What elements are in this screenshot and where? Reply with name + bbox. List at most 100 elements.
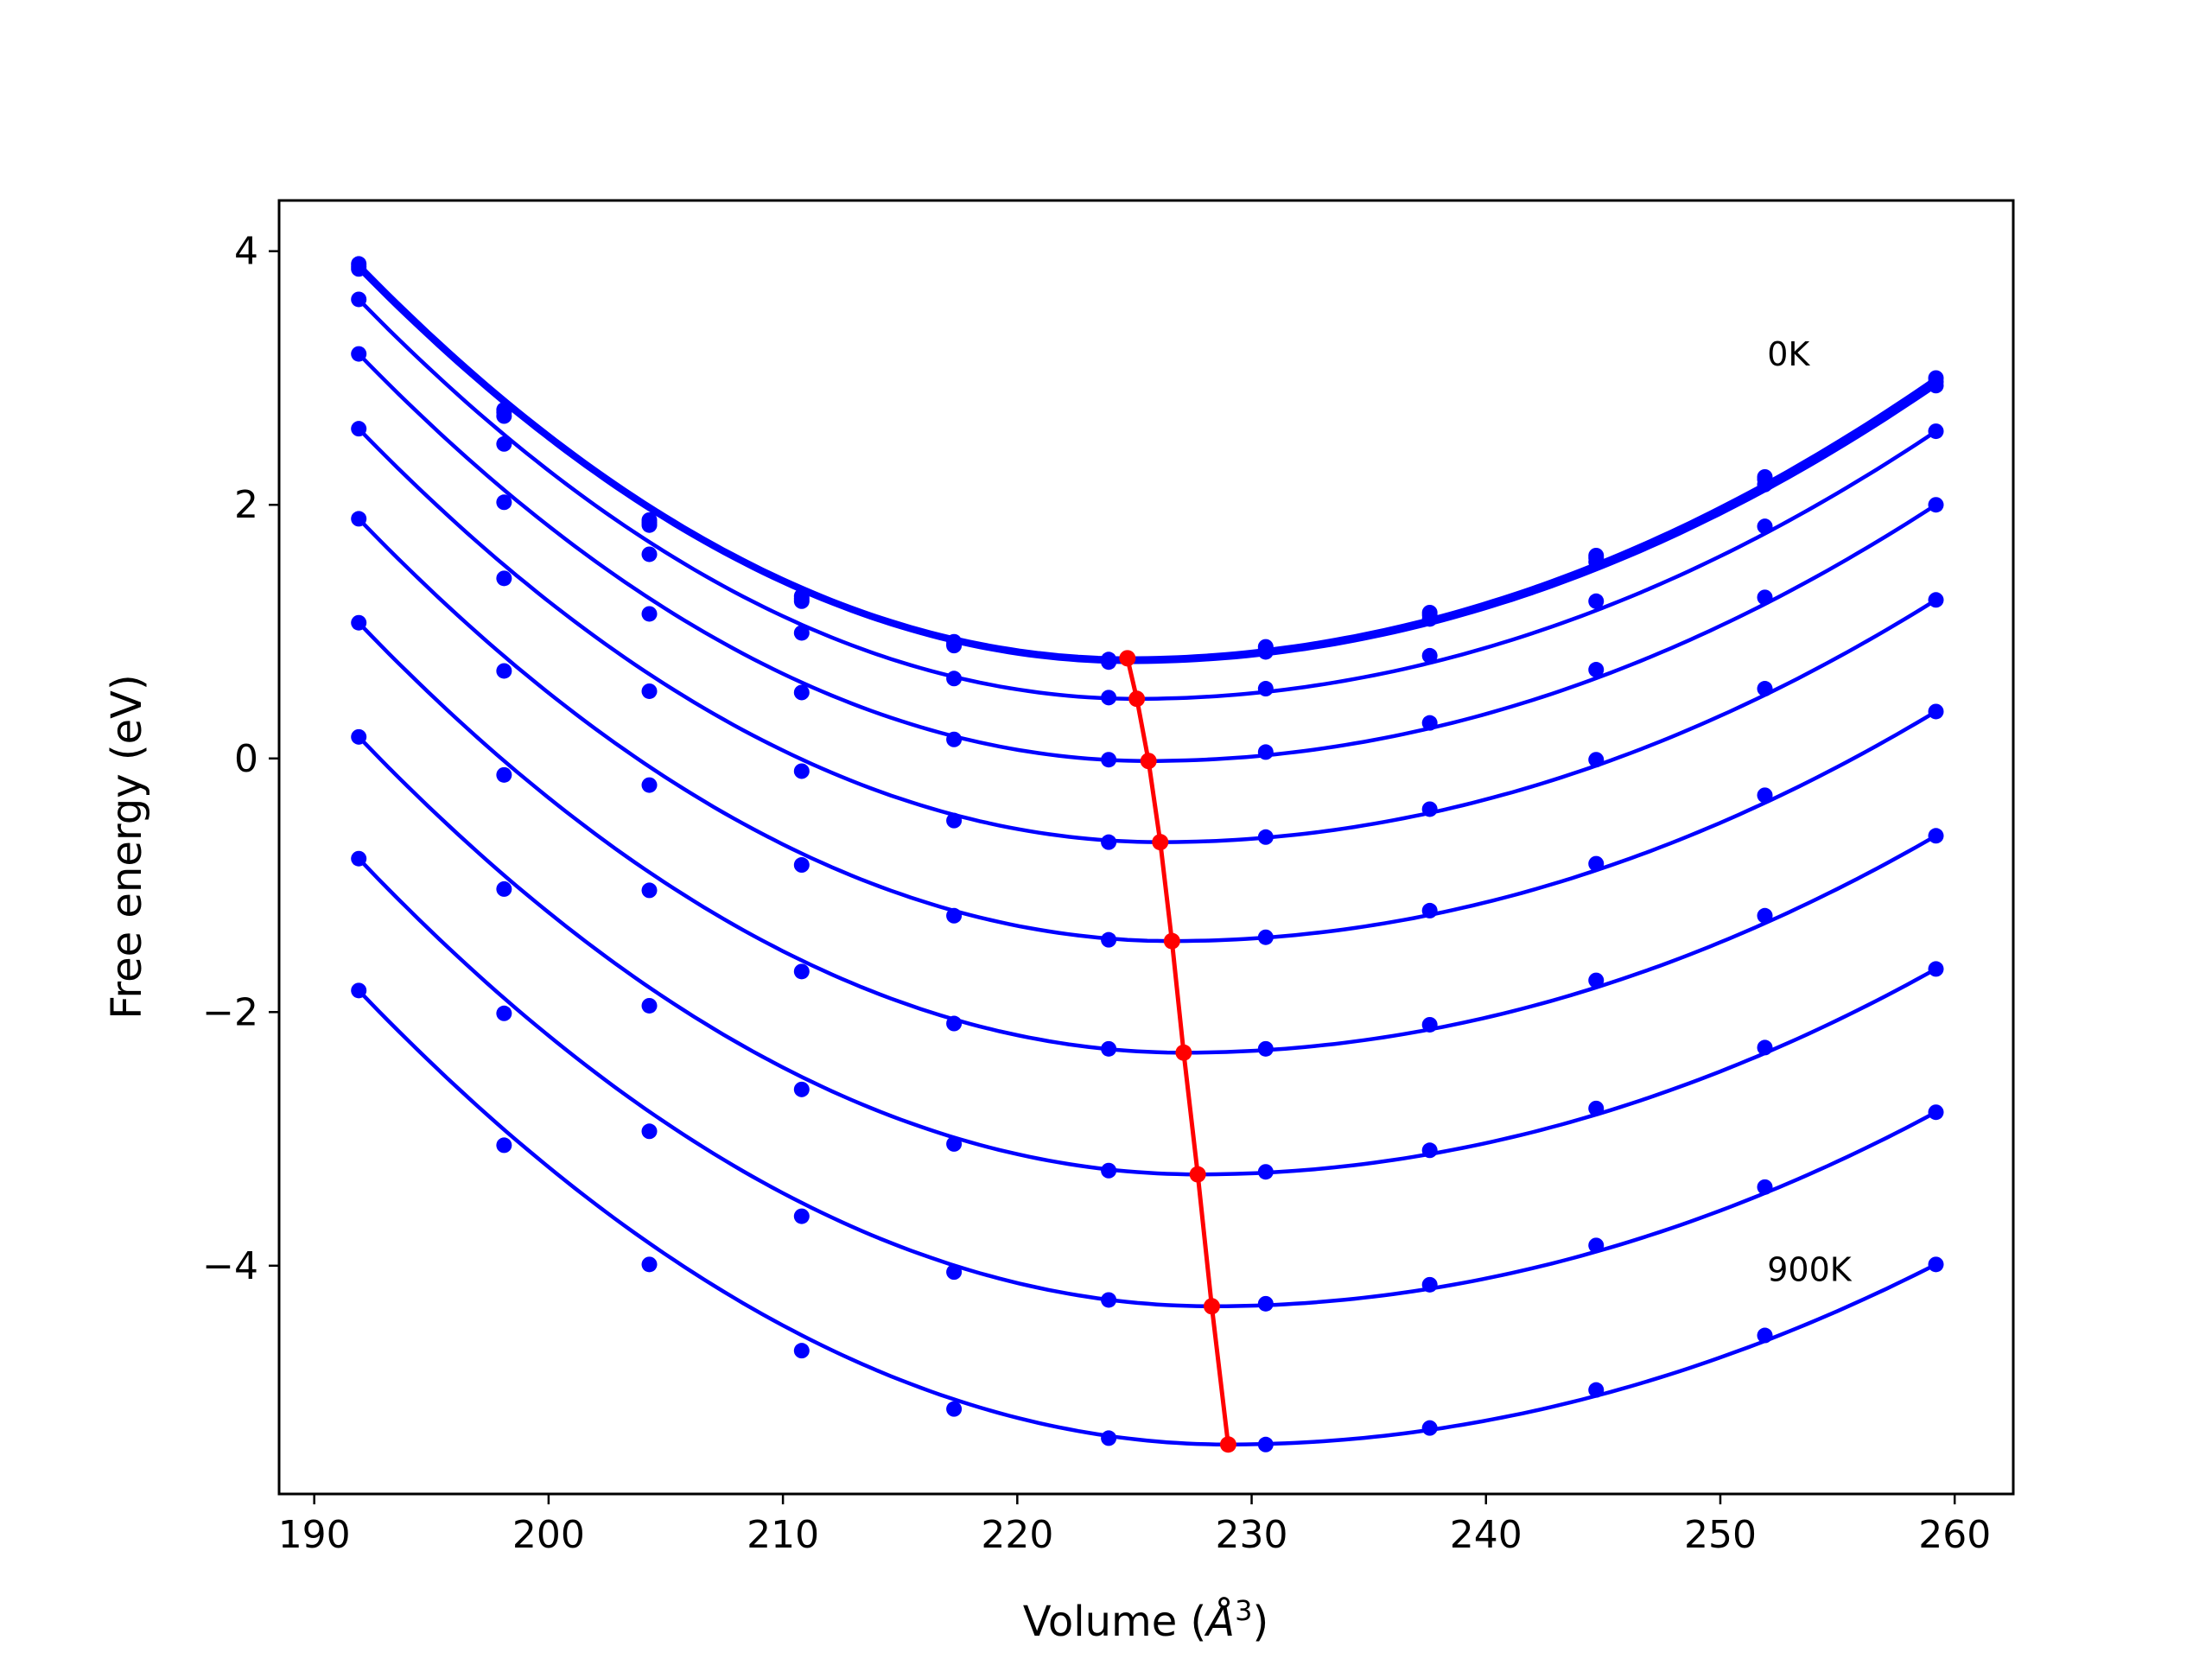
series-5-point: [946, 812, 963, 829]
series-5-point: [1588, 752, 1605, 768]
x-tick-label: 250: [1684, 1513, 1757, 1557]
series-5-point: [1928, 592, 1944, 608]
x-tick-label: 230: [1216, 1513, 1288, 1557]
series-8-point: [351, 728, 367, 745]
y-tick-label: 4: [234, 230, 258, 274]
series-10-point: [1257, 1436, 1274, 1452]
x-axis: 190 200 210 220 230 240 250 260: [278, 1494, 1991, 1557]
series-9-point: [793, 1208, 810, 1224]
series-2-point: [1928, 378, 1944, 394]
annotation-label: 900K: [1767, 1250, 1853, 1288]
series-7-point: [946, 1015, 963, 1032]
series-4-point: [946, 731, 963, 747]
equilibrium-point: [1163, 932, 1180, 950]
series-7-point: [351, 614, 367, 631]
series-6-point: [1588, 855, 1605, 872]
series-6-point: [641, 777, 658, 793]
series-3-point: [793, 625, 810, 641]
x-axis-label: Volume (Å3): [1023, 1594, 1268, 1646]
series-4-point: [496, 494, 512, 511]
x-tick-label: 260: [1918, 1513, 1991, 1557]
series-2-point: [1257, 644, 1274, 660]
series-10-point: [496, 1137, 512, 1154]
series-line-9: [357, 857, 1937, 1309]
series-2-point: [946, 638, 963, 654]
x-tick-label: 190: [278, 1513, 351, 1557]
series-3-point: [1757, 518, 1773, 535]
series-10-point: [793, 1343, 810, 1359]
plot-area: [351, 256, 1944, 1453]
series-2-point: [1588, 554, 1605, 570]
series-9-point: [1101, 1292, 1117, 1308]
series-2-point: [1101, 654, 1117, 671]
series-4-point: [793, 684, 810, 701]
series-7-point: [496, 766, 512, 783]
series-8-point: [946, 1135, 963, 1152]
series-5-point: [1101, 834, 1117, 850]
series-2-point: [351, 261, 367, 277]
series-3-point: [946, 671, 963, 687]
series-10-point: [351, 982, 367, 999]
series-5-point: [496, 570, 512, 587]
series-line-2: [357, 267, 1937, 664]
series-7-point: [1421, 1016, 1438, 1033]
series-line-3: [357, 297, 1937, 702]
series-3-point: [1101, 690, 1117, 706]
series-8-point: [1928, 961, 1944, 977]
annotations: 0K 900K: [1767, 335, 1853, 1289]
series-6-point: [1257, 929, 1274, 945]
x-tick-label: 200: [512, 1513, 585, 1557]
series-8-point: [641, 997, 658, 1014]
series-10-point: [1421, 1420, 1438, 1436]
series-7-point: [1757, 907, 1773, 924]
series-6-point: [1757, 787, 1773, 804]
equilibrium-point: [1219, 1436, 1236, 1453]
series-line-6: [357, 517, 1937, 944]
series-10-point: [1588, 1382, 1605, 1398]
series-5-point: [641, 683, 658, 699]
series-10-point: [1101, 1430, 1117, 1446]
series-4-point: [1257, 744, 1274, 760]
series-4-point: [1421, 715, 1438, 731]
series-4-point: [641, 606, 658, 622]
series-6-point: [1928, 703, 1944, 720]
series-6-point: [793, 857, 810, 874]
series-9-point: [1928, 1104, 1944, 1121]
series-10-point: [1928, 1256, 1944, 1273]
y-tick-label: −2: [202, 990, 258, 1034]
series-2-point: [641, 517, 658, 533]
series-4-point: [351, 346, 367, 362]
equilibrium-point: [1119, 650, 1136, 667]
series-7-point: [641, 882, 658, 899]
series-9-point: [946, 1264, 963, 1281]
equilibrium-point: [1128, 690, 1146, 708]
series-8-point: [1757, 1039, 1773, 1056]
series-6-point: [496, 663, 512, 679]
equilibrium-point: [1175, 1044, 1192, 1061]
series-7-point: [1928, 828, 1944, 844]
series-9-point: [1257, 1295, 1274, 1312]
series-4-point: [1101, 752, 1117, 768]
series-8-point: [1257, 1164, 1274, 1180]
series-line-10: [357, 988, 1937, 1447]
series-2-point: [793, 593, 810, 609]
series-2-point: [496, 408, 512, 424]
series-10-point: [946, 1401, 963, 1417]
series-5-point: [793, 763, 810, 779]
series-5-point: [351, 421, 367, 437]
series-10-point: [641, 1256, 658, 1273]
series-3-point: [1588, 593, 1605, 609]
series-4-point: [1588, 662, 1605, 678]
y-axis: 4 2 0 −2 −4: [202, 230, 279, 1288]
series-9-point: [1757, 1179, 1773, 1195]
y-tick-label: 0: [234, 737, 258, 781]
series-3-point: [1257, 681, 1274, 697]
series-5-point: [1757, 681, 1773, 697]
series-2-point: [1757, 476, 1773, 493]
series-10-point: [1757, 1327, 1773, 1344]
series-6-point: [351, 511, 367, 527]
x-tick-label: 210: [747, 1513, 819, 1557]
series-line-7: [357, 621, 1937, 1055]
x-tick-label: 220: [981, 1513, 1053, 1557]
